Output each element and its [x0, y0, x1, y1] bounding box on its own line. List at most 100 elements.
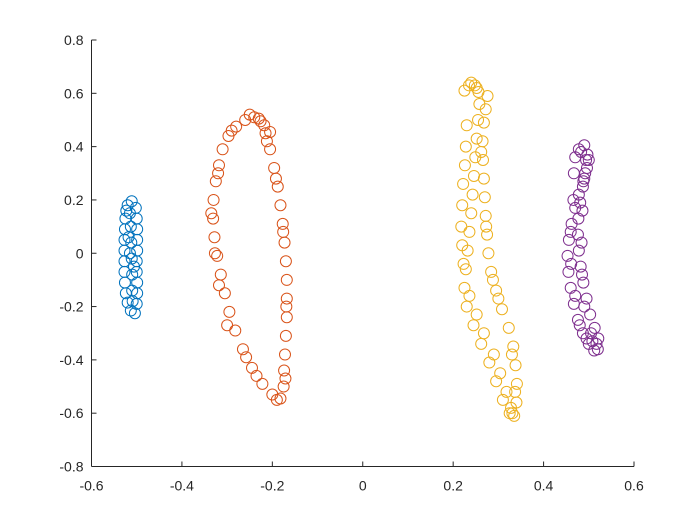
data-point — [494, 367, 507, 380]
data-point — [459, 140, 472, 153]
data-point — [487, 348, 500, 361]
data-point — [569, 151, 582, 164]
data-point — [468, 79, 481, 92]
data-point — [465, 207, 478, 220]
y-axis-ticks: -0.8 -0.6 -0.4 -0.2 0 0.2 0.4 0.6 0.8 — [59, 32, 97, 475]
data-point — [480, 220, 493, 233]
data-point — [245, 361, 258, 374]
data-point — [131, 244, 144, 257]
data-point — [506, 407, 519, 420]
data-point — [472, 113, 485, 126]
data-point — [505, 401, 518, 414]
data-point — [212, 167, 225, 180]
data-point — [477, 327, 490, 340]
data-point — [209, 175, 222, 188]
data-point — [277, 380, 290, 393]
data-point — [562, 265, 575, 278]
data-point — [130, 212, 143, 225]
data-point — [584, 308, 597, 321]
data-point — [131, 223, 144, 236]
x-tick-label: 0.4 — [534, 478, 554, 494]
data-point — [264, 125, 277, 138]
data-point — [279, 329, 292, 342]
data-point — [211, 249, 224, 262]
data-point — [571, 313, 584, 326]
x-axis-ticks: -0.6 -0.4 -0.2 0 0.2 0.4 0.6 — [79, 461, 644, 494]
data-point — [577, 276, 590, 289]
data-point — [575, 236, 588, 249]
data-point — [574, 260, 587, 273]
data-point — [456, 199, 469, 212]
data-point — [457, 177, 470, 190]
data-point — [121, 199, 134, 212]
data-point — [462, 79, 475, 92]
data-point — [572, 212, 585, 225]
data-point — [466, 188, 479, 201]
data-point — [268, 161, 281, 174]
data-point — [567, 193, 580, 206]
data-point — [582, 153, 595, 166]
data-point — [463, 225, 476, 238]
data-point — [562, 233, 575, 246]
data-point — [218, 287, 231, 300]
data-point — [280, 292, 293, 305]
data-point — [271, 180, 284, 193]
data-point — [278, 236, 291, 249]
data-point — [126, 295, 139, 308]
y-tick-label: 0.4 — [64, 139, 84, 155]
data-point — [269, 172, 282, 185]
y-tick-label: 0.2 — [64, 192, 84, 208]
data-point — [460, 119, 473, 132]
data-points — [118, 76, 605, 422]
data-point — [470, 132, 483, 145]
data-point — [574, 196, 587, 209]
data-point — [564, 225, 577, 238]
data-point — [481, 228, 494, 241]
data-point — [477, 153, 490, 166]
data-point — [477, 172, 490, 185]
data-point — [221, 319, 234, 332]
data-point — [216, 143, 229, 156]
data-point — [229, 324, 242, 337]
data-point — [567, 167, 580, 180]
data-point — [225, 124, 238, 137]
data-point — [207, 193, 220, 206]
data-point — [490, 375, 503, 388]
data-point — [507, 340, 520, 353]
x-tick-label: -0.2 — [260, 478, 284, 494]
data-point — [460, 300, 473, 313]
data-point — [457, 257, 470, 270]
data-point — [509, 359, 522, 372]
data-point — [496, 393, 509, 406]
data-point — [128, 307, 141, 320]
data-point — [131, 276, 144, 289]
series-1 — [118, 195, 144, 320]
data-point — [264, 143, 277, 156]
data-point — [250, 369, 263, 382]
data-point — [278, 364, 291, 377]
series-3 — [455, 76, 523, 422]
data-point — [561, 249, 574, 262]
data-point — [478, 191, 491, 204]
data-point — [585, 327, 598, 340]
data-point — [277, 225, 290, 238]
data-point — [124, 304, 137, 317]
data-point — [567, 297, 580, 310]
data-point — [259, 127, 272, 140]
y-tick-label: -0.4 — [59, 352, 83, 368]
data-point — [280, 300, 293, 313]
data-point — [207, 212, 220, 225]
data-point — [458, 281, 471, 294]
data-point — [252, 112, 265, 125]
data-point — [274, 199, 287, 212]
data-point — [120, 204, 133, 217]
data-point — [256, 377, 269, 390]
data-point — [125, 195, 138, 208]
data-point — [573, 319, 586, 332]
y-tick-label: 0.6 — [64, 85, 84, 101]
data-point — [486, 273, 499, 286]
data-point — [467, 169, 480, 182]
data-point — [280, 311, 293, 324]
data-point — [276, 217, 289, 230]
